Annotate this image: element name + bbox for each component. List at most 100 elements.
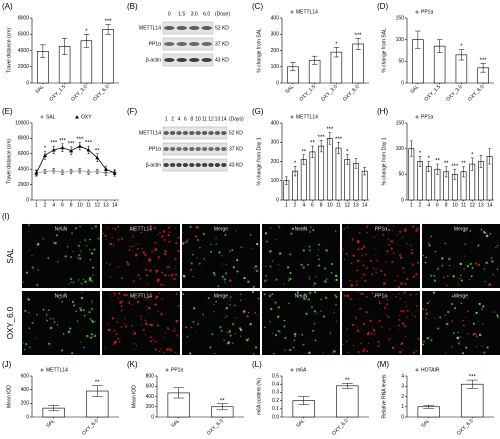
panel-label: (L)	[252, 360, 262, 369]
cell	[124, 317, 126, 319]
cell	[288, 348, 292, 352]
cell	[24, 309, 27, 312]
cell	[302, 266, 305, 269]
cell	[415, 230, 418, 233]
blot-band	[221, 147, 227, 151]
cell	[389, 328, 391, 330]
error-bar	[91, 385, 103, 397]
cell	[211, 332, 214, 335]
cell	[318, 264, 321, 266]
cell	[346, 294, 350, 298]
cell	[415, 350, 418, 352]
blot-band	[221, 163, 227, 167]
cell	[79, 341, 82, 343]
cell	[79, 307, 82, 310]
cell	[196, 323, 199, 326]
cell	[128, 302, 131, 305]
cell	[357, 351, 360, 354]
cell	[167, 328, 170, 331]
error-bar	[354, 158, 358, 169]
blot-strip	[162, 158, 228, 172]
error-bar	[61, 38, 68, 55]
cell	[91, 307, 94, 311]
cell	[190, 326, 193, 329]
error-bar	[418, 156, 422, 167]
cell	[271, 293, 274, 295]
legend-label: OXY	[81, 114, 92, 120]
cell	[133, 342, 136, 345]
error-bar	[48, 405, 60, 412]
cell	[28, 311, 30, 314]
blot-band	[164, 58, 175, 62]
cell	[123, 323, 126, 325]
cell	[48, 342, 51, 345]
cell	[404, 229, 407, 233]
cell	[131, 324, 134, 327]
cell	[132, 329, 134, 332]
cell	[195, 226, 199, 229]
significance: ***	[480, 58, 488, 64]
image-label: NeuN	[295, 226, 308, 232]
cell	[313, 310, 317, 313]
cell	[366, 295, 368, 298]
cell	[409, 244, 412, 246]
cell	[444, 314, 446, 316]
cell	[173, 329, 176, 332]
cell	[362, 264, 365, 267]
cell	[155, 248, 158, 251]
cell	[83, 346, 85, 349]
cell	[257, 298, 260, 300]
y-tick-label: 600	[146, 384, 155, 390]
cell	[283, 325, 286, 328]
cell	[437, 327, 440, 330]
cell	[349, 279, 351, 282]
cell	[460, 274, 462, 276]
cell	[251, 247, 253, 249]
legend-marker	[290, 10, 294, 14]
cell	[129, 245, 131, 248]
cell	[290, 232, 293, 235]
cell	[356, 329, 360, 332]
cell	[422, 308, 424, 310]
lane-label: 8	[190, 116, 193, 122]
cell	[275, 239, 277, 241]
cell	[417, 337, 420, 340]
cell	[342, 248, 344, 251]
error-bar	[345, 154, 349, 165]
error-bar	[462, 166, 465, 178]
cell	[385, 261, 387, 263]
cell	[460, 302, 463, 305]
y-axis-label: % change from Day 1	[256, 137, 262, 185]
cell	[157, 258, 159, 260]
cell	[351, 238, 354, 241]
y-tick-label: 0	[401, 197, 404, 203]
y-axis-label: Mean IOD	[131, 385, 137, 408]
cell	[469, 262, 472, 266]
cell	[496, 314, 499, 317]
cell	[469, 230, 472, 232]
cell	[318, 249, 320, 251]
cell	[301, 227, 304, 229]
cell	[406, 243, 408, 245]
cell	[396, 234, 399, 237]
x-tick-label: 8	[70, 202, 73, 208]
cell	[102, 232, 104, 234]
cell	[163, 235, 165, 237]
y-tick-label: 100	[271, 64, 280, 70]
y-tick-label: 0	[276, 197, 279, 203]
cell	[53, 321, 56, 324]
cell	[365, 311, 368, 314]
cell	[57, 261, 59, 263]
cell	[309, 231, 311, 233]
y-axis-label: m6A content (%)	[256, 378, 262, 415]
blot-band	[201, 42, 212, 46]
cell	[231, 323, 235, 326]
row-label: METTL14	[139, 25, 161, 31]
y-tick-label: 4000	[18, 167, 29, 173]
cell	[174, 257, 177, 260]
cell	[78, 254, 81, 257]
blot-band	[208, 163, 214, 167]
significance: ***	[318, 135, 326, 141]
cell	[270, 294, 272, 296]
cell	[113, 292, 116, 295]
